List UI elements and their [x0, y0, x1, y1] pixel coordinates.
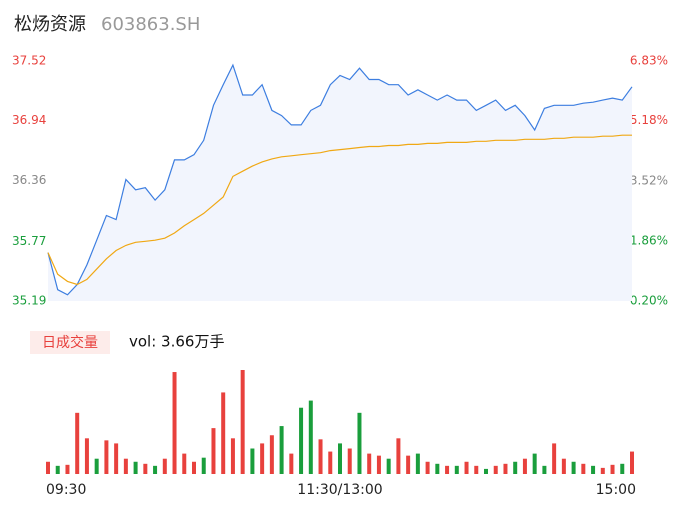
y-tick-label: 36.36 [12, 173, 46, 187]
volume-bar [474, 465, 479, 474]
volume-bar [240, 370, 245, 474]
volume-bar [338, 443, 342, 474]
volume-bar [591, 465, 596, 474]
y2-tick-label: 6.83% [630, 54, 668, 68]
volume-bar [542, 465, 547, 474]
volume-bar [318, 439, 323, 474]
volume-bar [503, 463, 508, 474]
volume-bar [75, 412, 80, 474]
volume-bar [104, 440, 109, 474]
volume-bar [84, 438, 89, 474]
volume-bar [230, 438, 235, 474]
volume-bar [552, 443, 557, 474]
volume-bar [581, 463, 586, 474]
volume-bar [123, 458, 128, 474]
volume-bar [172, 372, 177, 474]
volume-bar [201, 457, 206, 474]
line-0 [47, 63, 633, 296]
volume-bar [571, 461, 576, 474]
volume-bar [211, 428, 216, 474]
volume-bar [357, 412, 362, 474]
volume-bar [279, 426, 284, 474]
volume-bar [561, 458, 566, 474]
volume-legend: 日成交量 [42, 334, 98, 351]
chart-subtitle: 603863.SH [101, 14, 200, 35]
volume-bar [114, 443, 119, 474]
x-tick-label: 11:30/13:00 [297, 482, 382, 498]
x-tick-label: 15:00 [596, 482, 636, 498]
volume-bar [600, 467, 605, 474]
volume-bar [376, 455, 381, 474]
volume-bar [532, 453, 537, 474]
volume-bar [425, 461, 430, 474]
volume-bar [143, 463, 148, 474]
volume-bar [630, 451, 634, 474]
y-tick-label: 36.94 [12, 113, 46, 127]
x-tick-label: 09:30 [46, 482, 86, 498]
volume-bar [367, 453, 372, 474]
volume-bar [464, 461, 469, 474]
volume-bar [162, 458, 167, 474]
volume-bar [493, 465, 498, 474]
volume-bar [308, 400, 313, 474]
chart-title: 松炀资源 [14, 14, 86, 35]
volume-bar [610, 464, 615, 474]
volume-bar [260, 443, 265, 474]
price-area [48, 65, 632, 301]
volume-bar [153, 465, 158, 474]
volume-bar [620, 463, 625, 474]
volume-bar [386, 458, 391, 474]
volume-bar [94, 458, 99, 474]
volume-bar [299, 407, 304, 474]
volume-bar [221, 392, 226, 474]
y2-tick-label: 5.18% [630, 113, 668, 127]
volume-bar [182, 453, 187, 474]
y-tick-label: 35.19 [12, 294, 46, 308]
volume-bar [250, 448, 255, 474]
volume-bar [347, 448, 352, 474]
y2-tick-label: 1.86% [630, 233, 668, 247]
volume-bar [328, 451, 333, 474]
volume-legend-box [30, 331, 110, 354]
volume-bar [484, 468, 488, 474]
y2-tick-label: 3.52% [630, 173, 668, 187]
volume-bar [415, 453, 420, 474]
volume-bar [445, 465, 450, 474]
volume-label: vol: 3.66万手 [129, 333, 224, 351]
volume-bar [269, 435, 274, 474]
y2-tick-label: 0.20% [630, 294, 668, 308]
volume-bar [65, 464, 70, 474]
volume-bar [55, 465, 60, 474]
volume-bar [289, 453, 294, 474]
y-tick-label: 35.77 [12, 234, 46, 248]
volume-bar [133, 461, 138, 474]
volume-bar [435, 463, 440, 474]
volume-bar [454, 465, 459, 474]
line-1 [47, 134, 632, 286]
volume-bar [406, 455, 411, 474]
volume-bar [46, 461, 50, 474]
y-tick-label: 37.52 [12, 54, 46, 68]
volume-bar [513, 461, 518, 474]
volume-bar [192, 461, 196, 474]
volume-bar [522, 458, 527, 474]
volume-bar [396, 438, 401, 474]
